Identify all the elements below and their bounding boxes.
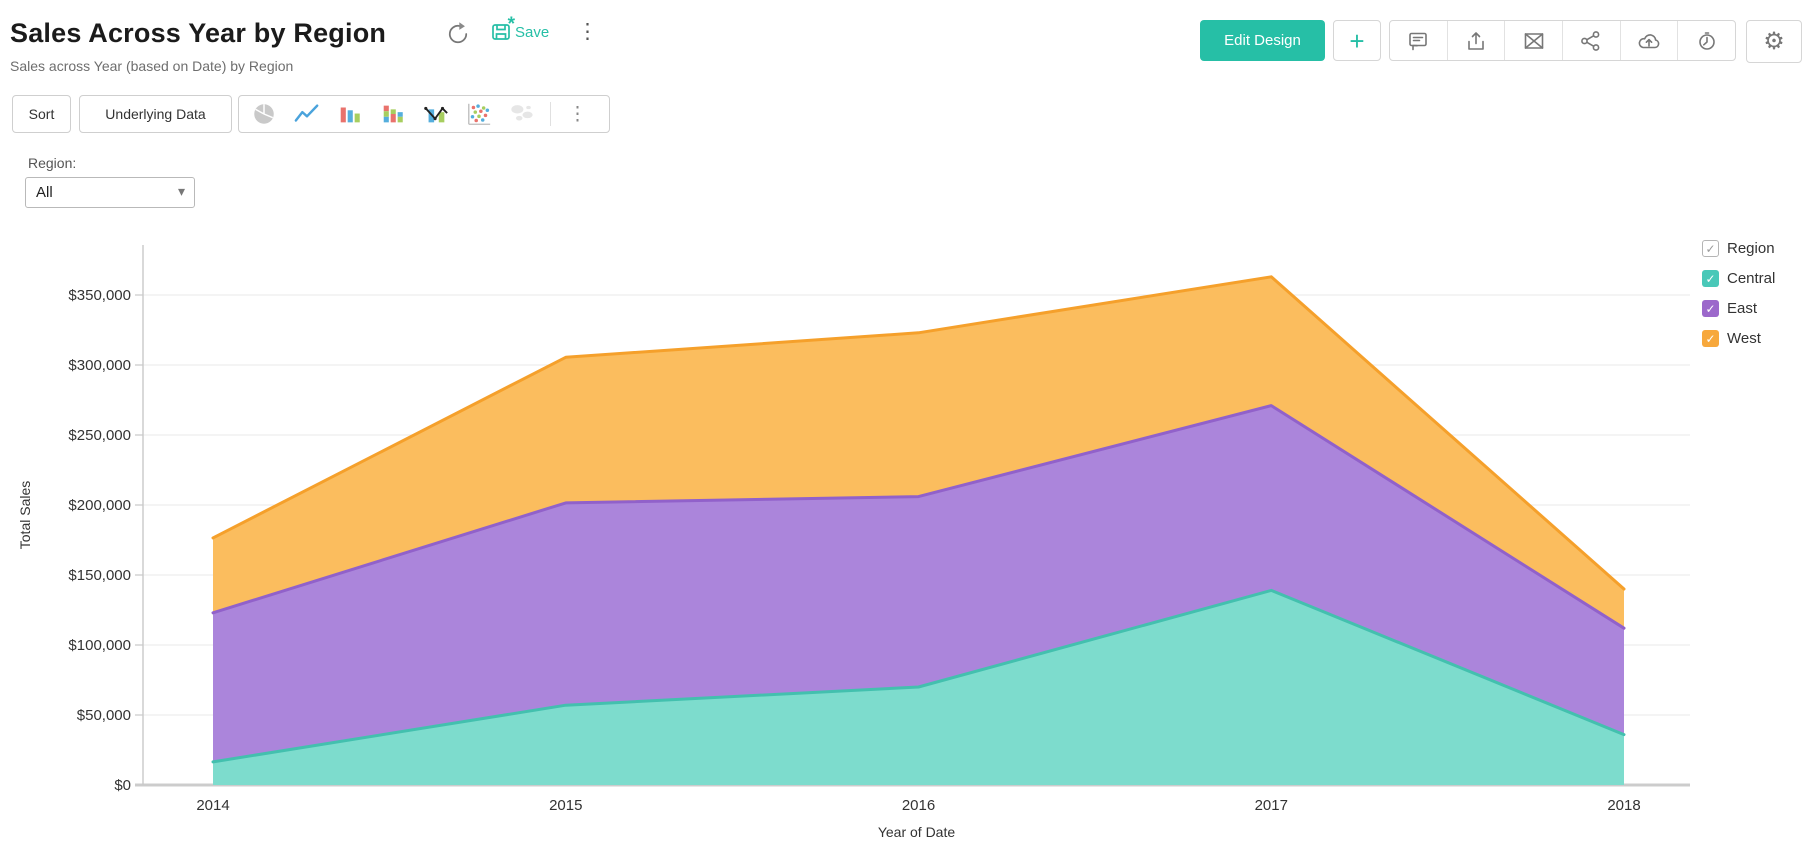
svg-text:2017: 2017 — [1255, 797, 1288, 814]
combo-chart-icon[interactable] — [421, 101, 451, 127]
svg-text:$250,000: $250,000 — [68, 427, 131, 444]
pie-chart-icon[interactable] — [249, 101, 279, 127]
chevron-down-icon: ▾ — [177, 183, 185, 199]
line-chart-icon[interactable] — [292, 101, 322, 127]
checkbox-icon: ✓ — [1702, 240, 1719, 257]
comment-icon — [1409, 32, 1428, 50]
stacked-area-chart[interactable]: $0 $50,000 $100,000 $150,000 $200,000 $250,00… — [0, 200, 1814, 852]
checkbox-icon: ✓ — [1702, 270, 1719, 287]
svg-text:2018: 2018 — [1607, 797, 1640, 814]
refresh-button[interactable] — [445, 21, 471, 47]
edit-design-button[interactable]: Edit Design — [1200, 20, 1325, 61]
divider — [550, 102, 551, 126]
save-icon: * — [490, 14, 515, 43]
checkbox-icon: ✓ — [1702, 300, 1719, 317]
region-filter-label: Region: — [28, 155, 77, 171]
map-chart-icon[interactable] — [507, 101, 537, 127]
cloud-upload-icon — [1638, 33, 1660, 48]
export-button[interactable] — [1446, 21, 1505, 60]
legend-item-east[interactable]: ✓ East — [1702, 300, 1775, 317]
title-more-menu-icon[interactable]: ⋮ — [577, 20, 598, 43]
save-label: Save — [515, 23, 550, 41]
svg-text:$350,000: $350,000 — [68, 287, 131, 304]
svg-text:$200,000: $200,000 — [68, 497, 131, 514]
sort-button[interactable]: Sort — [12, 95, 71, 133]
refresh-icon — [448, 22, 468, 44]
svg-text:2015: 2015 — [549, 797, 582, 814]
export-icon — [1468, 31, 1484, 50]
save-button[interactable]: * Save — [490, 14, 550, 43]
svg-text:Total Sales: Total Sales — [17, 481, 33, 549]
page-title: Sales Across Year by Region — [10, 18, 387, 48]
envelope-icon — [1524, 32, 1543, 49]
share-toolbar — [1389, 20, 1736, 61]
comments-button[interactable] — [1390, 21, 1447, 60]
more-chart-types-icon[interactable]: ⋮ — [568, 103, 587, 125]
svg-text:$100,000: $100,000 — [68, 637, 131, 654]
svg-text:$300,000: $300,000 — [68, 357, 131, 374]
alarm-clock-icon — [1698, 31, 1715, 50]
scatter-chart-icon[interactable] — [464, 101, 494, 127]
legend-title: Region — [1727, 240, 1775, 257]
stacked-bar-chart-icon[interactable] — [378, 101, 408, 127]
share-button[interactable] — [1562, 21, 1620, 60]
checkbox-icon: ✓ — [1702, 330, 1719, 347]
underlying-data-button[interactable]: Underlying Data — [79, 95, 232, 133]
svg-text:2014: 2014 — [196, 797, 229, 814]
legend-item-west[interactable]: ✓ West — [1702, 330, 1775, 347]
bar-chart-icon[interactable] — [335, 101, 365, 127]
publish-button[interactable] — [1619, 21, 1678, 60]
gear-icon: ⚙ — [1763, 28, 1785, 55]
svg-text:Year of Date: Year of Date — [878, 824, 956, 840]
add-button[interactable]: + — [1333, 20, 1381, 61]
legend-item-central[interactable]: ✓ Central — [1702, 270, 1775, 287]
unsaved-marker: * — [507, 14, 515, 35]
svg-text:$0: $0 — [114, 777, 131, 794]
chart-type-switcher: ⋮ — [238, 95, 610, 133]
svg-text:$50,000: $50,000 — [77, 707, 131, 724]
share-nodes-icon — [1581, 30, 1600, 51]
svg-text:$150,000: $150,000 — [68, 567, 131, 584]
region-filter-value: All — [36, 184, 53, 201]
schedule-button[interactable] — [1677, 21, 1735, 60]
email-button[interactable] — [1504, 21, 1562, 60]
legend-region-toggle[interactable]: ✓ Region — [1702, 240, 1775, 257]
region-filter-dropdown[interactable]: All ▾ — [25, 177, 195, 208]
settings-button[interactable]: ⚙ — [1746, 20, 1802, 63]
legend: ✓ Region ✓ Central ✓ East ✓ West — [1702, 240, 1775, 360]
page-subtitle: Sales across Year (based on Date) by Reg… — [10, 58, 294, 74]
svg-text:2016: 2016 — [902, 797, 935, 814]
